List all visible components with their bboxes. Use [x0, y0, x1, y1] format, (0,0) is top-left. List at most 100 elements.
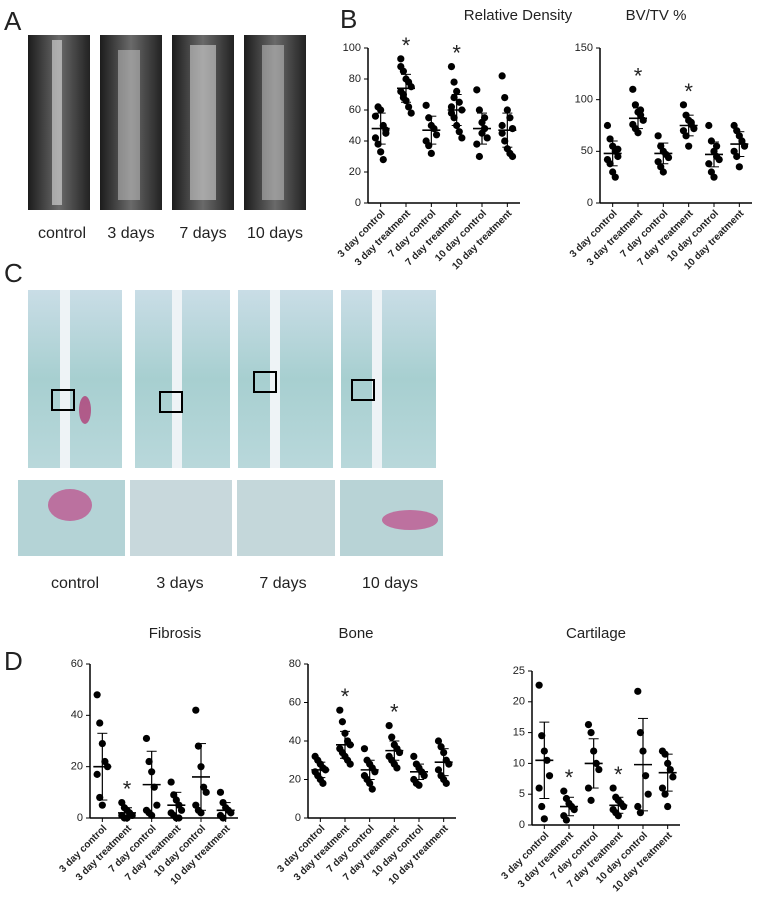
data-point: [614, 812, 622, 820]
data-point: [629, 85, 637, 93]
data-point: [388, 733, 396, 741]
data-point: [475, 106, 483, 114]
data-point: [192, 706, 200, 714]
data-point: [506, 114, 514, 122]
data-point: [595, 765, 603, 774]
y-tick-label: 80: [349, 73, 361, 85]
data-point: [371, 112, 380, 120]
data-point: [508, 125, 517, 133]
y-tick-label: 50: [581, 145, 593, 157]
data-point: [422, 101, 430, 109]
data-point: [177, 806, 186, 814]
data-point: [434, 766, 443, 774]
data-point: [393, 764, 401, 772]
caption: 3 days: [156, 575, 203, 592]
data-point: [560, 787, 568, 795]
data-point: [587, 796, 595, 804]
y-tick-label: 20: [349, 166, 361, 178]
data-point: [498, 121, 506, 130]
significance-mark: *: [123, 777, 132, 802]
y-tick-label: 0: [295, 812, 301, 824]
data-point: [216, 788, 225, 796]
data-point: [634, 802, 642, 811]
y-tick-label: 0: [587, 197, 593, 209]
data-point: [664, 153, 673, 162]
data-point: [715, 156, 723, 164]
data-point: [377, 148, 385, 156]
data-point: [654, 132, 662, 140]
data-point: [455, 128, 463, 136]
data-point: [379, 156, 387, 164]
data-point: [336, 706, 344, 714]
data-point: [96, 719, 104, 727]
data-point: [145, 757, 153, 766]
data-point: [93, 691, 101, 699]
y-tick-label: 80: [289, 658, 301, 670]
y-tick-label: 5: [519, 788, 525, 800]
data-point: [405, 103, 413, 111]
data-point: [432, 131, 441, 139]
significance-mark: *: [402, 33, 411, 58]
y-tick-label: 0: [519, 819, 525, 831]
data-point: [503, 106, 511, 114]
data-point: [508, 152, 517, 161]
data-point: [338, 718, 346, 726]
data-point: [501, 94, 509, 102]
data-point: [399, 94, 407, 102]
y-tick-label: 0: [355, 197, 361, 209]
data-point: [96, 793, 104, 802]
data-point: [447, 63, 456, 71]
y-tick-label: 60: [349, 104, 361, 116]
data-point: [453, 87, 461, 95]
data-point: [710, 173, 718, 181]
data-point: [481, 114, 489, 122]
data-point: [540, 815, 548, 823]
chart-title: Bone: [338, 625, 373, 642]
significance-mark: *: [565, 765, 574, 790]
data-point: [366, 779, 374, 787]
chart-title: Relative Density: [464, 7, 573, 24]
data-point: [377, 106, 385, 114]
data-point: [713, 142, 721, 150]
data-point: [382, 129, 390, 137]
y-tick-label: 20: [71, 761, 83, 773]
data-point: [619, 802, 628, 811]
data-point: [685, 142, 693, 150]
data-point: [634, 129, 642, 137]
data-point: [644, 790, 652, 798]
data-point: [473, 140, 481, 148]
data-point: [659, 168, 667, 176]
y-tick-label: 60: [289, 696, 301, 708]
significance-mark: *: [452, 41, 461, 66]
data-point: [447, 103, 456, 111]
chart-title: BV/TV %: [626, 7, 687, 24]
data-point: [501, 137, 509, 145]
data-point: [142, 734, 151, 743]
panel-label: D: [4, 646, 23, 676]
data-point: [368, 785, 376, 793]
data-point: [584, 720, 593, 729]
data-point: [498, 72, 506, 80]
data-point: [93, 770, 101, 778]
data-point: [450, 114, 458, 122]
data-point: [603, 121, 612, 130]
data-point: [455, 98, 463, 106]
data-point: [631, 101, 640, 109]
caption: 7 days: [179, 225, 226, 242]
y-tick-label: 10: [513, 757, 525, 769]
y-tick-label: 60: [71, 658, 83, 670]
data-point: [666, 765, 674, 774]
caption: 10 days: [247, 225, 303, 242]
caption: 3 days: [107, 225, 154, 242]
data-point: [538, 732, 546, 740]
y-tick-label: 15: [513, 727, 525, 739]
data-point: [535, 681, 543, 689]
data-point: [194, 742, 202, 750]
data-point: [420, 772, 428, 780]
data-point: [562, 816, 571, 824]
y-tick-label: 0: [77, 812, 83, 824]
data-point: [614, 145, 622, 153]
data-point: [664, 802, 672, 811]
data-point: [360, 745, 369, 753]
data-point: [690, 125, 698, 133]
